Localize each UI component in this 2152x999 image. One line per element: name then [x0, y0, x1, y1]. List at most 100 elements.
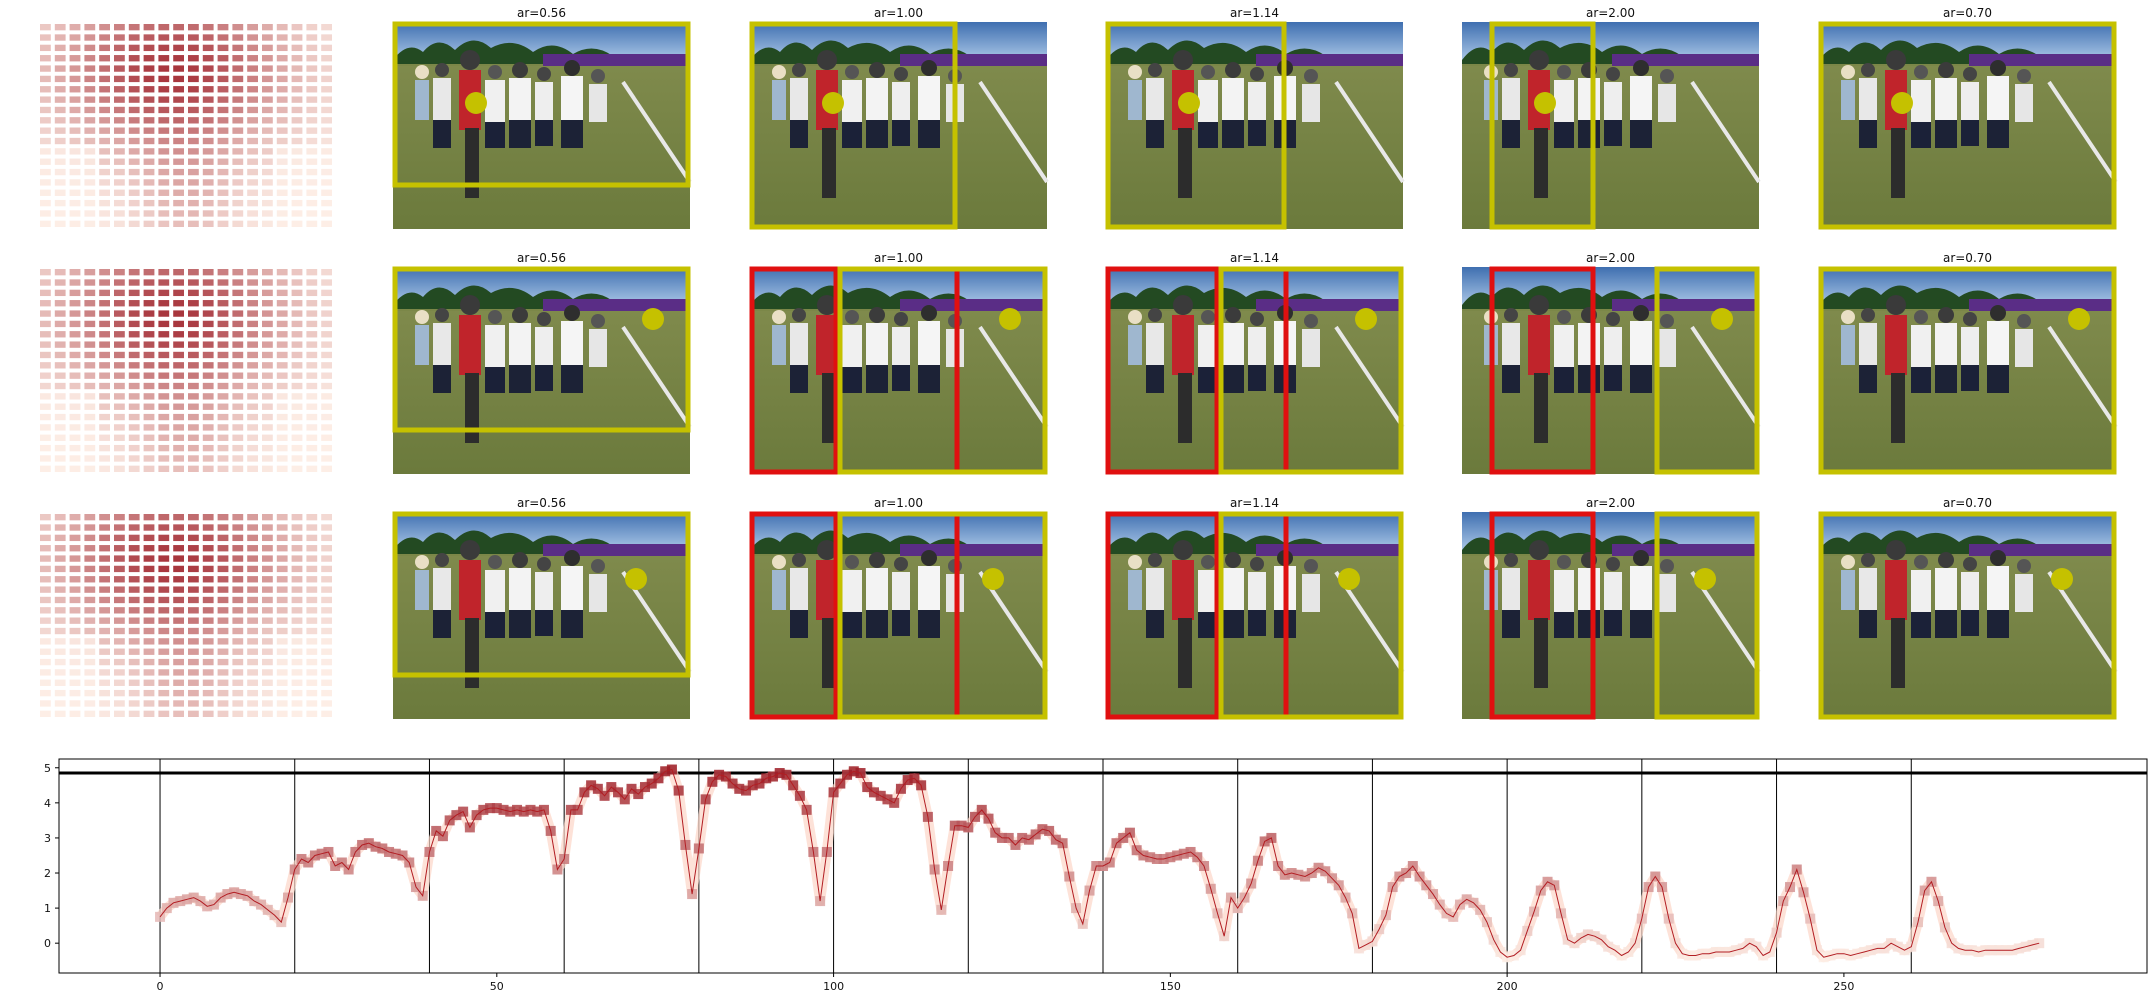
heatmap-cell — [173, 168, 184, 176]
heatmap-cell — [40, 199, 51, 207]
photo-panel: ar=1.00 — [748, 6, 1049, 231]
heatmap-cell — [54, 524, 66, 531]
heatmap-cell — [99, 331, 110, 338]
heatmap-cell — [232, 269, 244, 276]
heatmap-cell — [321, 700, 332, 707]
heatmap-cell — [276, 648, 288, 655]
heatmap-cell — [247, 465, 258, 472]
heatmap-cell — [291, 55, 303, 62]
heatmap-cell — [99, 434, 110, 441]
heatmap-cell — [84, 289, 96, 297]
heatmap-cell — [114, 534, 125, 542]
heatmap-cell — [188, 586, 199, 593]
heatmap-cell — [291, 117, 303, 124]
heatmap-cell — [40, 700, 51, 707]
heatmap-cell — [40, 627, 51, 635]
heatmap-cell — [69, 137, 81, 145]
heatmap-cell — [217, 424, 229, 431]
heatmap-cell — [276, 576, 288, 583]
heatmap-cell — [247, 65, 258, 72]
heatmap-cell — [232, 341, 244, 348]
heatmap-cell — [262, 158, 273, 165]
heatmap-cell — [84, 320, 96, 328]
heatmap-cell — [291, 617, 303, 624]
heatmap-cell — [99, 127, 110, 134]
heatmap-cell — [306, 341, 318, 348]
heatmap-cell — [306, 34, 318, 41]
heatmap-cell — [173, 524, 184, 531]
heatmap-cell — [99, 393, 110, 400]
heatmap-cell — [188, 689, 199, 697]
heatmap-cell — [188, 679, 199, 686]
heatmap-cell — [99, 658, 110, 666]
heatmap-cell — [202, 596, 214, 604]
heatmap-cell — [158, 127, 170, 134]
heatmap-cell — [321, 269, 332, 276]
heatmap-cell — [306, 179, 318, 186]
heatmap-cell — [232, 710, 244, 717]
heatmap-cell — [247, 455, 258, 462]
heatmap-cell — [247, 179, 258, 186]
heatmap-cell — [232, 648, 244, 655]
heatmap-cell — [40, 179, 51, 186]
heatmap-cell — [217, 576, 229, 583]
heatmap-cell — [217, 331, 229, 338]
heatmap-cell — [232, 310, 244, 317]
heatmap-cell — [158, 524, 170, 531]
heatmap-cell — [306, 545, 318, 552]
heatmap-cell — [99, 148, 110, 155]
heatmap-cell — [54, 351, 66, 359]
heatmap-cell — [158, 320, 170, 328]
heatmap-cell — [173, 310, 184, 317]
x-tick-label: 0 — [157, 980, 164, 993]
heatmap-cell — [173, 658, 184, 666]
heatmap-cell — [54, 179, 66, 186]
heatmap-cell — [40, 341, 51, 348]
heatmap-cell — [158, 199, 170, 207]
heatmap-cell — [114, 679, 125, 686]
heatmap-cell — [217, 638, 229, 645]
heatmap-cell — [321, 55, 332, 62]
heatmap-cell — [69, 465, 81, 472]
heatmap-cell — [262, 413, 273, 421]
heatmap-cell — [40, 96, 51, 103]
heatmap-cell — [158, 658, 170, 666]
heatmap-cell — [262, 289, 273, 297]
heatmap-cell — [262, 534, 273, 542]
heatmap-cell — [202, 269, 214, 276]
heatmap-cell — [247, 210, 258, 217]
heatmap-cell — [40, 65, 51, 72]
heatmap-cell — [143, 137, 155, 145]
heatmap-cell — [291, 465, 303, 472]
heatmap-cell — [276, 86, 288, 93]
heatmap-cell — [321, 75, 332, 83]
heatmap-cell — [40, 189, 51, 196]
heatmap-cell — [217, 586, 229, 593]
heatmap-cell — [321, 576, 332, 583]
heatmap-cell — [99, 382, 110, 390]
heatmap-cell — [114, 607, 125, 614]
heatmap-cell — [262, 179, 273, 186]
heatmap-cell — [232, 565, 244, 573]
heatmap-cell — [40, 617, 51, 624]
aspect-ratio-title: ar=1.14 — [1230, 251, 1279, 265]
heatmap-cell — [114, 455, 125, 462]
heatmap-cell — [291, 534, 303, 542]
heatmap-cell — [217, 413, 229, 421]
heatmap-cell — [217, 269, 229, 276]
heatmap-cell — [188, 617, 199, 624]
heatmap-cell — [262, 403, 273, 410]
heatmap-cell — [69, 269, 81, 276]
heatmap-cell — [188, 320, 199, 328]
heatmap-cell — [128, 424, 140, 431]
heatmap-cell — [40, 127, 51, 134]
aspect-ratio-title: ar=0.70 — [1943, 251, 1992, 265]
heatmap-cell — [306, 617, 318, 624]
heatmap-cell — [291, 75, 303, 83]
y-tick-label: 2 — [44, 867, 51, 880]
heatmap-cell — [40, 534, 51, 542]
heatmap-cell — [232, 700, 244, 707]
heatmap-cell — [69, 710, 81, 717]
heatmap-cell — [143, 444, 155, 452]
heatmap-cell — [114, 658, 125, 666]
